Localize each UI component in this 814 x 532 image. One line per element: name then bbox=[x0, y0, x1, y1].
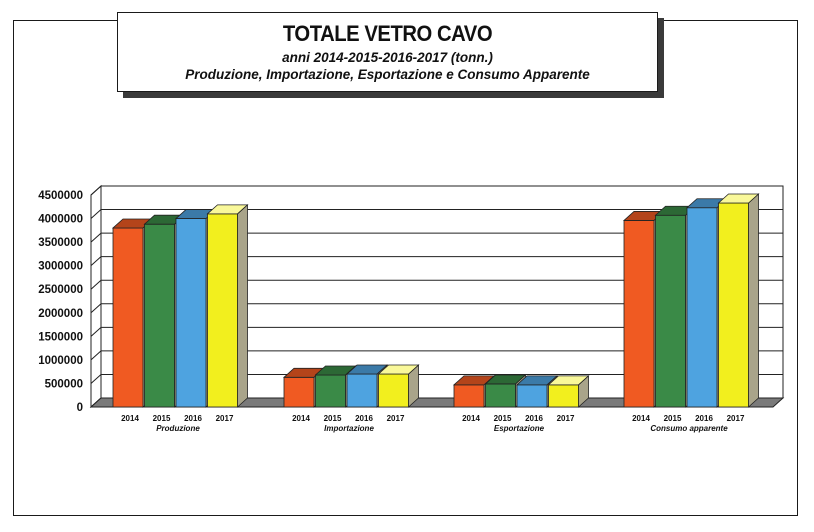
bar bbox=[686, 207, 718, 408]
bar-top bbox=[377, 364, 420, 375]
bar bbox=[718, 202, 749, 408]
gridline bbox=[90, 209, 783, 219]
label-consumo-apparente: Consumo apparente bbox=[650, 424, 728, 433]
label-esportazione: Esportazione bbox=[494, 424, 545, 433]
gridline bbox=[90, 279, 783, 290]
x-tick-label: 2017 bbox=[387, 414, 405, 423]
bar-top bbox=[206, 204, 249, 215]
bar-side bbox=[748, 193, 759, 408]
title-box: TOTALE VETRO CAVO anni 2014-2015-2016-20… bbox=[117, 12, 658, 92]
x-tick-label: 2015 bbox=[153, 414, 171, 423]
y-tick-label: 2000000 bbox=[38, 308, 83, 320]
label-produzione: Produzione bbox=[156, 424, 200, 433]
x-tick-label: 2016 bbox=[184, 414, 202, 423]
bar bbox=[548, 384, 579, 408]
y-tick-label: 2500000 bbox=[38, 284, 83, 296]
bar bbox=[207, 213, 238, 408]
gridline bbox=[90, 303, 783, 314]
y-tick-label: 4000000 bbox=[38, 214, 83, 226]
x-tick-label: 2015 bbox=[664, 414, 682, 423]
x-tick-label: 2014 bbox=[121, 414, 139, 423]
gridline bbox=[90, 326, 783, 337]
bar bbox=[283, 376, 315, 408]
chart-subtitle-years: anni 2014-2015-2016-2017 (tonn.) bbox=[282, 50, 493, 65]
bar-top bbox=[547, 375, 590, 386]
chart-side-wall bbox=[90, 184, 102, 409]
bar-top bbox=[717, 193, 760, 204]
bar bbox=[378, 373, 409, 408]
bar bbox=[623, 220, 655, 408]
gridline bbox=[90, 185, 783, 196]
y-tick-label: 1500000 bbox=[38, 331, 83, 343]
bar bbox=[175, 218, 207, 408]
gridline bbox=[90, 256, 783, 267]
x-tick-label: 2016 bbox=[355, 414, 373, 423]
bar-top bbox=[484, 374, 527, 385]
y-tick-label: 1000000 bbox=[38, 355, 83, 367]
y-tick-label: 500000 bbox=[45, 378, 83, 390]
bar-top bbox=[345, 364, 389, 375]
x-tick-label: 2017 bbox=[216, 414, 234, 423]
x-tick-label: 2015 bbox=[324, 414, 342, 423]
gridline bbox=[90, 232, 783, 243]
bar bbox=[315, 374, 346, 408]
gridline bbox=[90, 350, 783, 361]
bar-side bbox=[237, 203, 248, 408]
x-tick-label: 2015 bbox=[494, 414, 512, 423]
label-importazione: Importazione bbox=[324, 424, 374, 433]
x-tick-label: 2014 bbox=[292, 414, 310, 423]
chart-subtitle-measures: Produzione, Importazione, Esportazione e… bbox=[185, 67, 590, 82]
x-tick-label: 2017 bbox=[557, 414, 575, 423]
bar bbox=[112, 227, 144, 408]
chart-title: TOTALE VETRO CAVO bbox=[282, 21, 493, 46]
gridline bbox=[90, 373, 783, 384]
bar bbox=[144, 223, 175, 408]
y-tick-label: 0 bbox=[77, 402, 83, 414]
bar bbox=[453, 384, 485, 408]
x-tick-label: 2014 bbox=[632, 414, 650, 423]
bar bbox=[516, 384, 548, 408]
x-tick-label: 2014 bbox=[462, 414, 480, 423]
y-tick-label: 4500000 bbox=[38, 190, 83, 202]
x-tick-label: 2017 bbox=[727, 414, 745, 423]
bar bbox=[655, 214, 686, 408]
bar bbox=[485, 383, 516, 408]
x-tick-label: 2016 bbox=[695, 414, 713, 423]
bar bbox=[346, 373, 378, 408]
x-tick-label: 2016 bbox=[525, 414, 543, 423]
bar-top bbox=[515, 375, 559, 386]
y-tick-label: 3500000 bbox=[38, 237, 83, 249]
y-tick-label: 3000000 bbox=[38, 261, 83, 273]
